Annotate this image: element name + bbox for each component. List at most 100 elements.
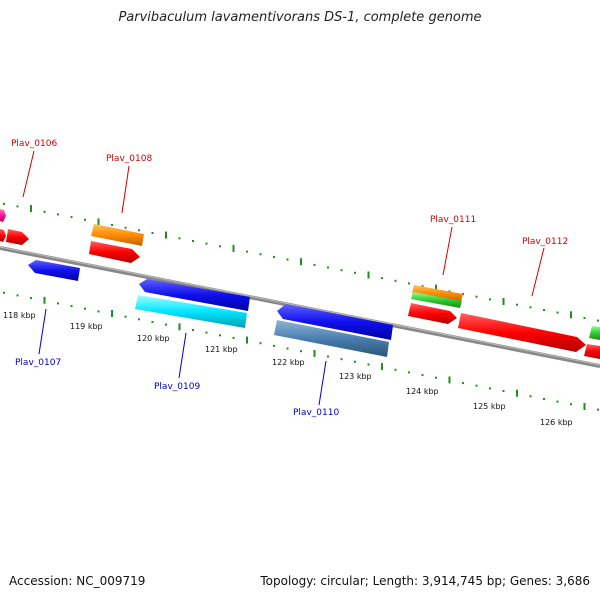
gene-arrows-upper [0,209,600,359]
scale-minor-tick [70,216,73,219]
scale-minor-tick [408,371,410,374]
scale-major-tick [232,244,235,252]
scale-label: 123 kbp [339,372,372,381]
gene-arrow-red[interactable] [584,344,600,359]
scale-minor-tick [205,242,208,245]
scale-minor-tick [313,263,316,266]
scale-minor-tick [583,317,586,319]
scale-minor-tick [3,202,5,205]
scale-minor-tick [435,376,437,379]
scale-label: 126 kbp [540,418,573,427]
scale-major-tick [570,311,572,319]
scale-label: 121 kbp [205,345,238,354]
gene-arrows-lower [28,260,393,357]
scale-minor-tick [178,237,181,240]
scale-minor-tick [138,318,140,321]
scale-minor-tick [16,294,19,297]
scale-minor-tick [421,374,424,377]
scale-minor-tick [543,309,545,311]
scale-major-tick [367,271,370,279]
scale-minor-tick [502,390,505,392]
gene-arrow-blue[interactable] [28,260,80,281]
scale-minor-tick [259,342,262,345]
scale-minor-tick [57,213,59,216]
scale-major-tick [246,336,248,344]
scale-labels: 118 kbp 119 kbp 120 kbp 121 kbp 122 kbp … [3,311,573,427]
scale-minor-tick [489,387,491,390]
gene-labels-upper: Plav_0106 Plav_0108 Plav_0111 Plav_0112 [11,139,568,297]
scale-minor-tick [300,350,302,353]
scale-major-tick [381,363,383,371]
scale-minor-tick [57,302,59,305]
scale-major-tick [111,310,113,317]
gene-arrow-orange[interactable] [91,224,144,246]
scale-minor-tick [124,315,127,318]
scale-minor-tick [556,400,559,403]
gene-label-plav-0110[interactable]: Plav_0110 [293,408,339,418]
gene-arrow-steelblue[interactable] [274,320,389,357]
gene-label-plav-0112[interactable]: Plav_0112 [522,237,568,247]
gene-label-plav-0108[interactable]: Plav_0108 [106,154,152,164]
scale-minor-tick [286,347,289,350]
gene-leader-line [121,165,130,214]
gene-label-plav-0107[interactable]: Plav_0107 [15,358,61,368]
gene-arrow-red[interactable] [458,313,586,352]
scale-minor-tick [259,253,262,256]
scale-minor-tick [394,368,397,371]
accession-text: Accession: NC_009719 [9,574,146,588]
gene-arrow-red[interactable] [0,229,6,242]
scale-minor-tick [3,291,5,294]
scale-minor-tick [84,218,86,221]
scale-minor-tick [124,226,127,229]
gene-arrow-cyan[interactable] [135,295,247,328]
gene-arrow-orange[interactable] [412,285,463,302]
gene-label-plav-0106[interactable]: Plav_0106 [11,139,57,149]
scale-minor-tick [367,363,370,366]
gene-label-plav-0111[interactable]: Plav_0111 [430,215,476,225]
scale-major-tick [165,231,167,239]
scale-major-tick [43,296,46,304]
scale-label: 124 kbp [406,387,439,396]
scale-label: 120 kbp [137,334,170,343]
scale-minor-tick [340,358,343,361]
scale-minor-tick [30,297,32,300]
gene-arrow-red[interactable] [6,229,29,245]
gene-label-plav-0109[interactable]: Plav_0109 [154,382,200,392]
scale-minor-tick [138,229,140,232]
genome-title: Parvibaculum lavamentivorans DS-1, compl… [118,10,482,25]
gene-arrow-magenta[interactable] [0,209,6,222]
scale-minor-tick [381,277,383,280]
gene-arrow-red[interactable] [89,241,140,263]
scale-minor-tick [286,258,289,261]
gene-arrow-red[interactable] [408,303,457,324]
upper-scale-dots [3,202,599,322]
genome-backbone-highlight [0,246,600,366]
gene-leader-line [178,332,187,379]
genome-summary-text: Topology: circular; Length: 3,914,745 bp… [260,574,590,588]
scale-minor-tick [340,269,343,272]
gene-arrow-blue[interactable] [139,279,250,311]
gene-leader-line [442,226,453,276]
gene-arrow-green[interactable] [411,292,462,308]
gene-arrow-green[interactable] [589,326,600,340]
scale-minor-tick [165,323,167,326]
scale-minor-tick [556,311,559,314]
scale-minor-tick [543,398,545,400]
gene-arrow-blue[interactable] [277,304,393,340]
lower-scale-dots [3,291,599,411]
scale-minor-tick [273,255,275,258]
scale-minor-tick [327,355,329,358]
scale-minor-tick [327,266,329,269]
scale-major-tick [97,218,100,226]
scale-minor-tick [597,408,599,411]
scale-minor-tick [192,329,194,331]
scale-minor-tick [205,331,208,334]
scale-major-tick [30,205,32,213]
scale-minor-tick [151,321,154,323]
scale-minor-tick [516,303,518,306]
scale-minor-tick [219,245,221,248]
scale-minor-tick [232,336,235,339]
scale-minor-tick [529,306,532,309]
